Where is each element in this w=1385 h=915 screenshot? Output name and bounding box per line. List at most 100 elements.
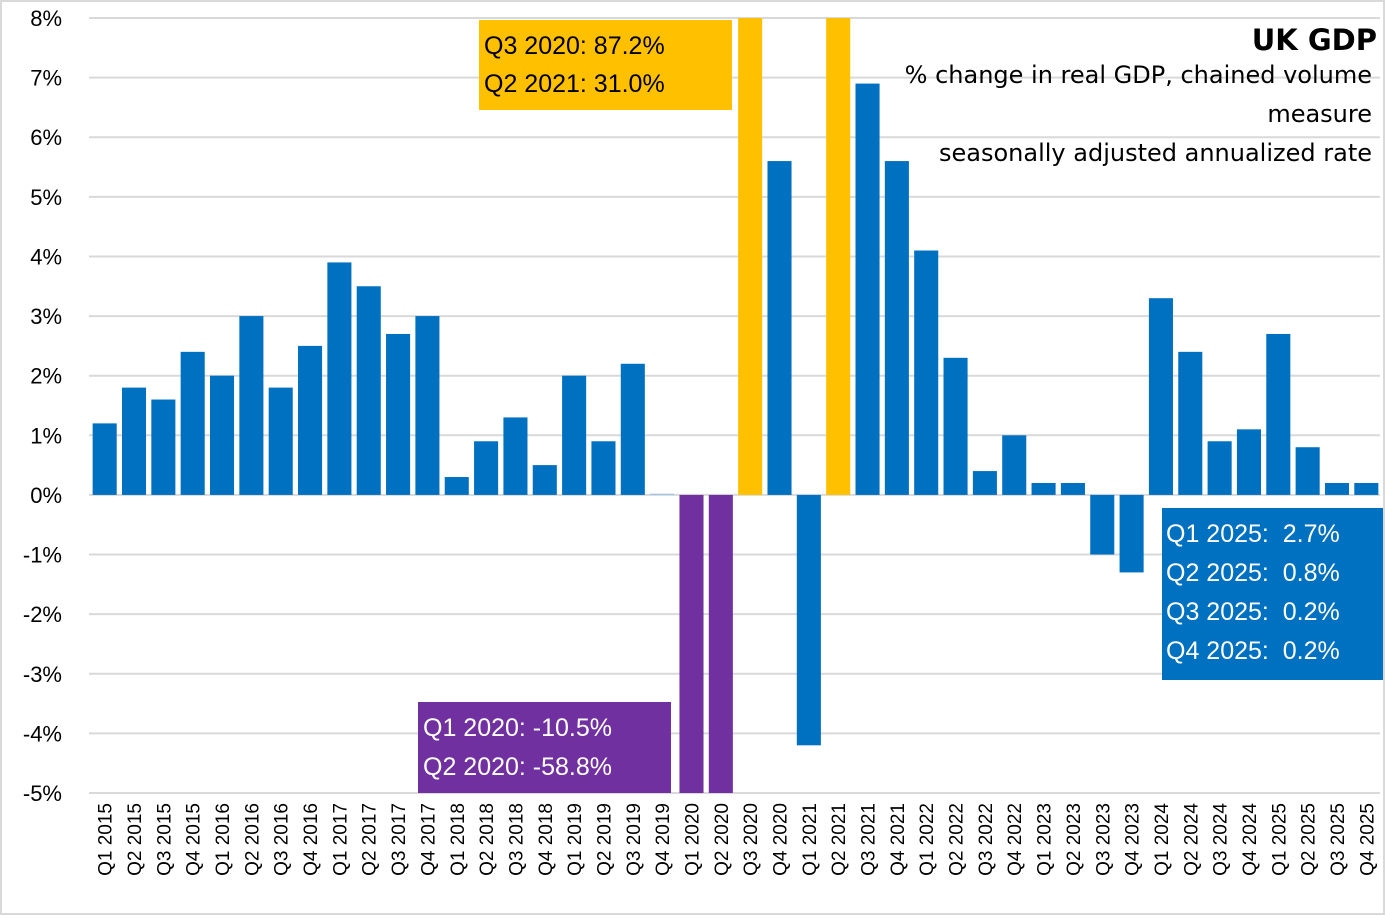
bar-q4-2017 <box>415 316 440 495</box>
x-tick-label: Q4 2022 <box>1005 803 1026 876</box>
x-tick-label: Q2 2023 <box>1064 803 1085 876</box>
x-tick-label: Q2 2021 <box>829 803 850 876</box>
bar-q1-2025 <box>1266 333 1291 495</box>
bar-q4-2015 <box>180 351 205 495</box>
bar-q2-2025 <box>1295 447 1320 495</box>
y-tick-label: 1% <box>30 423 62 448</box>
x-tick-label: Q1 2022 <box>917 803 938 876</box>
y-tick-label: -4% <box>23 721 62 746</box>
x-tick-label: Q1 2020 <box>682 803 703 876</box>
bar-q2-2019 <box>591 441 616 495</box>
bar-q4-2019 <box>650 493 675 495</box>
y-tick-label: 5% <box>30 185 62 210</box>
x-tick-label: Q2 2016 <box>242 803 263 876</box>
bar-q3-2018 <box>503 417 528 495</box>
x-tick-label: Q1 2017 <box>330 803 351 876</box>
x-tick-label: Q3 2024 <box>1211 803 1232 876</box>
latest-quarters-annotation-line-1: Q1 2025: 2.7% <box>1166 520 1340 548</box>
bar-q1-2018 <box>444 477 469 495</box>
x-tick-label: Q2 2020 <box>712 803 733 876</box>
bar-q2-2017 <box>356 286 381 495</box>
positive-extreme-annotation-line-2: Q2 2021: 31.0% <box>484 70 665 98</box>
bar-q1-2021 <box>796 494 821 746</box>
bar-q3-2019 <box>620 363 645 495</box>
bar-q4-2023 <box>1119 494 1144 573</box>
y-tick-label: 3% <box>30 304 62 329</box>
x-tick-label: Q3 2021 <box>859 803 880 876</box>
x-tick-label: Q4 2025 <box>1357 803 1378 876</box>
bar-q1-2023 <box>1031 483 1056 495</box>
bar-q3-2016 <box>268 387 293 495</box>
x-tick-label: Q4 2024 <box>1240 803 1261 876</box>
x-tick-label: Q1 2019 <box>565 803 586 876</box>
x-tick-label: Q2 2022 <box>947 803 968 876</box>
bar-q4-2021 <box>884 161 909 495</box>
latest-quarters-annotation-box <box>1162 508 1383 680</box>
chart-subtitle-line-1: % change in real GDP, chained volume <box>905 61 1372 89</box>
x-tick-label: Q2 2019 <box>594 803 615 876</box>
negative-extreme-annotation: Q1 2020: -10.5% Q2 2020: -58.8% <box>418 702 671 793</box>
y-axis-ticks: 8% 7% 6% 5% 4% 3% 2% 1% 0% -1% -2% -3% -4% -5% <box>23 6 62 806</box>
bar-q1-2016 <box>210 375 235 495</box>
x-tick-label: Q4 2015 <box>184 803 205 876</box>
bar-q4-2022 <box>1002 435 1027 495</box>
x-tick-label: Q3 2020 <box>741 803 762 876</box>
y-tick-label: 7% <box>30 66 62 91</box>
x-tick-label: Q2 2017 <box>360 803 381 876</box>
bars <box>92 18 1379 793</box>
gridlines <box>89 17 1380 794</box>
x-tick-label: Q4 2017 <box>418 803 439 876</box>
bar-q4-2018 <box>532 465 557 495</box>
bar-q2-2016 <box>239 316 264 495</box>
bar-q2-2021 <box>826 18 851 495</box>
chart-title: UK GDP <box>1252 23 1377 57</box>
positive-extreme-annotation-line-1: Q3 2020: 87.2% <box>484 32 665 60</box>
bar-q4-2016 <box>298 345 323 495</box>
x-tick-label: Q3 2025 <box>1328 803 1349 876</box>
bar-q3-2020 <box>738 18 763 495</box>
negative-extreme-annotation-line-1: Q1 2020: -10.5% <box>423 714 612 742</box>
x-axis-ticks: Q1 2015 Q2 2015 Q3 2015 Q4 2015 Q1 2016 Q2 20… <box>96 803 1379 876</box>
x-tick-label: Q4 2018 <box>536 803 557 876</box>
bar-q2-2015 <box>121 387 147 495</box>
bar-q1-2019 <box>562 375 587 495</box>
bar-q1-2022 <box>914 250 939 495</box>
x-tick-label: Q2 2024 <box>1181 803 1202 876</box>
y-tick-label: 8% <box>30 6 62 31</box>
bar-q3-2015 <box>151 399 176 495</box>
x-tick-label: Q4 2020 <box>771 803 792 876</box>
bar-q4-2024 <box>1236 429 1261 495</box>
x-tick-label: Q3 2018 <box>506 803 527 876</box>
x-tick-label: Q4 2023 <box>1123 803 1144 876</box>
x-tick-label: Q3 2023 <box>1093 803 1114 876</box>
y-tick-label: -1% <box>23 543 62 568</box>
bar-q3-2021 <box>855 83 880 495</box>
chart-subtitle-line-3: seasonally adjusted annualized rate <box>939 139 1372 167</box>
bar-q4-2025 <box>1354 483 1379 495</box>
bar-q1-2017 <box>327 262 352 495</box>
chart-subtitle-line-2: measure <box>1267 100 1372 128</box>
bar-q3-2022 <box>972 471 997 495</box>
y-tick-label: 6% <box>30 125 62 150</box>
bar-q2-2020 <box>708 494 733 793</box>
y-tick-label: 0% <box>30 483 62 508</box>
bar-q2-2024 <box>1178 351 1203 495</box>
y-tick-label: -2% <box>23 602 62 627</box>
bar-q3-2017 <box>386 333 411 495</box>
x-tick-label: Q2 2015 <box>125 803 146 876</box>
x-tick-label: Q1 2021 <box>800 803 821 876</box>
x-tick-label: Q3 2022 <box>976 803 997 876</box>
y-tick-label: -3% <box>23 662 62 687</box>
latest-quarters-annotation-line-2: Q2 2025: 0.8% <box>1166 559 1340 587</box>
x-tick-label: Q2 2018 <box>477 803 498 876</box>
y-tick-label: 2% <box>30 364 62 389</box>
positive-extreme-annotation-box <box>479 20 732 110</box>
latest-quarters-annotation-line-4: Q4 2025: 0.2% <box>1166 637 1340 665</box>
y-tick-label: -5% <box>23 781 62 806</box>
x-tick-label: Q4 2021 <box>888 803 909 876</box>
bar-q2-2018 <box>474 441 499 495</box>
bar-q1-2020 <box>679 494 704 793</box>
bar-q2-2023 <box>1060 483 1085 495</box>
x-tick-label: Q3 2019 <box>624 803 645 876</box>
